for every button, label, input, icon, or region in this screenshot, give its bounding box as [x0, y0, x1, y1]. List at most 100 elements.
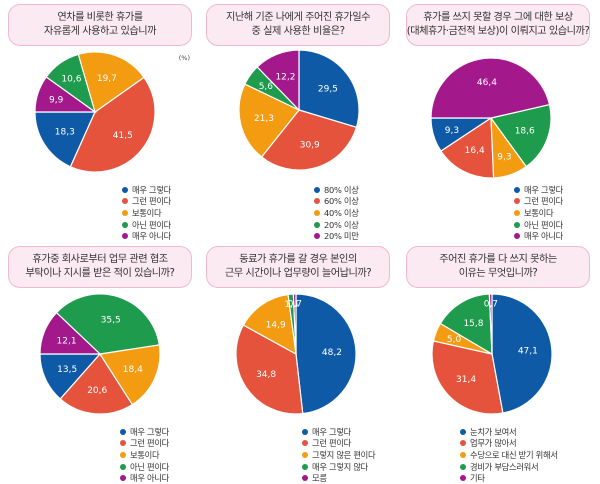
slice-value-label: 29,5 [318, 85, 338, 95]
legend-swatch [302, 428, 308, 435]
legend-swatch [514, 233, 520, 240]
legend-swatch [120, 440, 126, 447]
slice-value-label: 46,4 [477, 78, 497, 88]
legend-swatch [122, 186, 128, 193]
pie-slice-orange [242, 293, 297, 356]
legend-swatch [460, 451, 466, 458]
question-line: 근무 시간이나 업무량이 늘어납니까? [224, 268, 372, 279]
legend-swatch [314, 221, 320, 228]
legend-item: 아닌 편이다 [120, 461, 169, 473]
legend-item: 보통이다 [120, 449, 169, 461]
legend-label: 그런 편이다 [130, 438, 170, 449]
legend: 매우 그렇다 그런 편이다 보통이다 아닌 편이다 매우 아니다 [122, 184, 171, 242]
legend-swatch [460, 475, 466, 482]
legend-item: 수당으로 대신 받기 위해서 [460, 449, 558, 461]
legend-swatch [120, 475, 126, 482]
legend: 매우 그렇다 그런 편이다 보통이다 아닌 편이다 매우 아니다 [514, 184, 563, 242]
pie-chart: 47,1 31,4 5,015,80,7 [431, 293, 553, 415]
legend-swatch [122, 209, 128, 216]
slice-value-label: 16,4 [465, 146, 485, 156]
legend-item: 매우 그렇지 않다 [302, 461, 375, 473]
chart-panel-1: 연차를 비롯한 휴가를 자유롭게 사용하고 있습니까 (%) 18,3 41,5 1… [6, 4, 196, 242]
legend-label: 매우 그렇다 [130, 426, 170, 437]
legend-swatch [120, 451, 126, 458]
question-box: 휴가중 회사로부터 업무 관련 협조 부탁이나 지시를 받은 적이 있습니까? [8, 246, 192, 288]
legend-item: 모름 [302, 472, 375, 484]
legend-label: 아닌 편이다 [130, 461, 170, 472]
legend-label: 그런 편이다 [524, 196, 564, 207]
legend-swatch [302, 451, 308, 458]
legend-item: 매우 아니다 [120, 472, 169, 484]
pie-slice-blue [295, 293, 357, 415]
legend-item: 보통이다 [514, 207, 563, 219]
legend-swatch [302, 463, 308, 470]
legend-swatch [122, 221, 128, 228]
legend-item: 그런 편이다 [514, 196, 563, 208]
legend-item: 그렇지 않은 편이다 [302, 449, 376, 461]
legend-label: 보통이다 [132, 207, 162, 218]
pie-chart: 48,2 34,8 14,9 1,40,7 [235, 293, 357, 415]
slice-value-label: 48,2 [322, 348, 342, 358]
question-line: 동료가 휴가를 갈 경우 본인의 [239, 254, 357, 265]
slice-value-label: 21,3 [254, 114, 274, 124]
legend-label: 경비가 부담스러워서 [470, 461, 539, 472]
legend-item: 아닌 편이다 [122, 219, 171, 231]
pie-slice-red [69, 76, 156, 173]
legend-swatch [514, 209, 520, 216]
legend-item: 매우 그렇다 [120, 426, 169, 438]
legend-item: 40% 이상 [314, 207, 359, 219]
legend-swatch [120, 463, 126, 470]
legend-item: 매우 그렇다 [122, 184, 171, 196]
pie-chart: 29,5 30,9 21,3 5,612,2 [238, 49, 360, 171]
legend: 매우 그렇다 그런 편이다 보통이다 아닌 편이다 매우 아니다 [120, 426, 169, 484]
chart-panel-3: 휴가를 쓰지 못할 경우 그에 대한 보상 (대체휴가·금전적 보상)이 이뤄지… [404, 4, 594, 242]
question-box: 휴가를 쓰지 못할 경우 그에 대한 보상 (대체휴가·금전적 보상)이 이뤄지… [406, 4, 590, 46]
slice-value-label: 34,8 [256, 370, 276, 380]
legend-item: 업무가 많아서 [460, 438, 558, 450]
chart-panel-4: 휴가중 회사로부터 업무 관련 협조 부탁이나 지시를 받은 적이 있습니까? … [6, 246, 196, 484]
question-line: 주어진 휴가를 다 쓰지 못하는 [439, 254, 557, 265]
slice-value-label: 9,9 [49, 96, 64, 106]
pie-slice-purple [488, 293, 493, 355]
pie-chart: 9,3 16,4 9,3 18,6 46,4 [430, 57, 552, 179]
slice-value-label: 0,7 [288, 300, 302, 310]
slice-value-label: 0,7 [484, 300, 498, 310]
slice-value-label: 1,4 [284, 300, 299, 310]
legend-label: 수당으로 대신 받기 위해서 [470, 449, 558, 460]
legend-label: 아닌 편이다 [524, 219, 564, 230]
question-box: 연차를 비롯한 휴가를 자유롭게 사용하고 있습니까 [8, 4, 192, 46]
legend-item: 기타 [460, 472, 558, 484]
pie-slice-blue [491, 293, 553, 414]
pie-slice-purple [256, 49, 300, 112]
pie-slice-red [440, 116, 495, 179]
pie-chart: 13,5 20,6 18,4 35,5 12,1 [39, 293, 161, 415]
question-line: 지난해 기준 나에게 주어진 휴가일수 [225, 12, 371, 23]
slice-value-label: 47,1 [518, 347, 538, 357]
legend-label: 업무가 많아서 [470, 438, 517, 449]
pie-chart: 18,3 41,5 19,7 10,6 9,9 [34, 51, 156, 173]
legend: 80% 이상 60% 이상 40% 이상 20% 이상 20% 미만 [314, 184, 359, 242]
chart-panel-2: 지난해 기준 나에게 주어진 휴가일수 중 실제 사용한 비율은? 29,5 30… [204, 4, 394, 242]
slice-value-label: 35,5 [101, 316, 121, 326]
slice-value-label: 19,7 [97, 74, 117, 84]
question-line: (대체휴가·금전적 보상)이 이뤄지고 있습니까? [406, 26, 590, 37]
legend-swatch [314, 198, 320, 205]
legend: 눈치가 보여서 업무가 많아서 수당으로 대신 받기 위해서 경비가 부담스러워서 기타 [460, 426, 558, 484]
chart-panel-6: 주어진 휴가를 다 쓰지 못하는 이유는 무엇입니까? 47,1 31,4 5,0 1… [404, 246, 594, 484]
slice-value-label: 14,9 [266, 320, 286, 330]
legend-label: 20% 이상 [324, 219, 359, 230]
pie-slice-red [59, 353, 134, 415]
legend-label: 모름 [312, 473, 327, 484]
legend-item: 20% 미만 [314, 230, 359, 242]
legend-item: 경비가 부담스러워서 [460, 461, 558, 473]
slice-value-label: 5,6 [259, 82, 274, 92]
legend: 매우 그렇다 그런 편이다 그렇지 않은 편이다 매우 그렇지 않다 모름 [302, 426, 376, 484]
chart-panel-5: 동료가 휴가를 갈 경우 본인의 근무 시간이나 업무량이 늘어납니까? 48,… [204, 246, 394, 484]
legend-swatch [460, 428, 466, 435]
legend-swatch [302, 440, 308, 447]
slice-value-label: 18,6 [515, 127, 535, 137]
legend-label: 매우 그렇지 않다 [312, 461, 369, 472]
legend-swatch [122, 233, 128, 240]
legend-item: 20% 이상 [314, 219, 359, 231]
pie-slice-purple [34, 76, 97, 113]
